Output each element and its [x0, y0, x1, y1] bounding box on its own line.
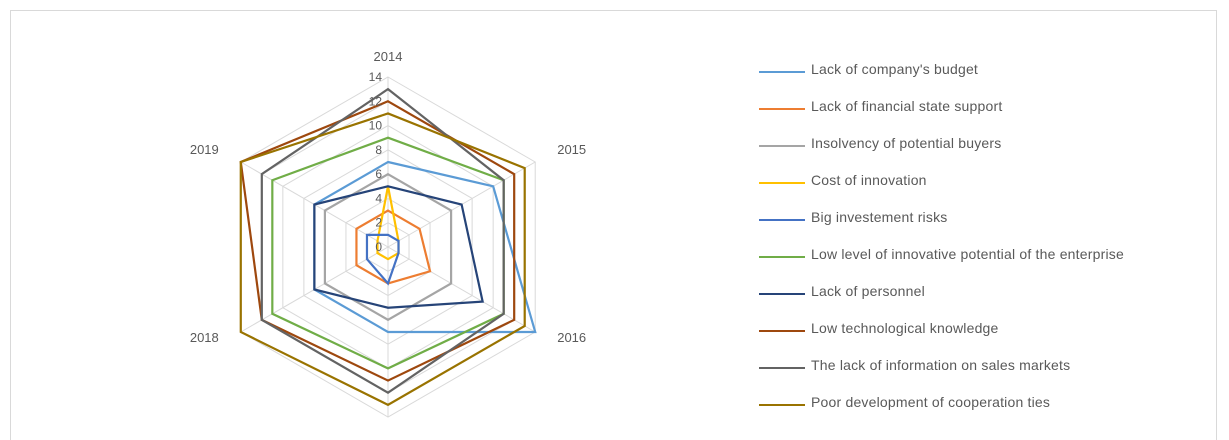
- legend-swatch: [759, 71, 805, 73]
- legend-label: Low technological knowledge: [811, 320, 999, 336]
- legend-item: Low level of innovative potential of the…: [759, 242, 1179, 276]
- legend-label: Poor development of cooperation ties: [811, 394, 1051, 410]
- spoke-2016: [387, 246, 536, 333]
- legend-label: Big investement risks: [811, 209, 948, 225]
- legend-item: Insolvency of potential buyers: [759, 131, 1179, 165]
- legend-swatch: [759, 293, 805, 295]
- legend-label: Low level of innovative potential of the…: [811, 246, 1124, 262]
- radar-chart: 0 2 4 6 8 10 12 14 2014 2015 2016 2017 2018 2019: [190, 49, 586, 431]
- legend-item: Cost of innovation: [759, 168, 1179, 202]
- radial-tick-label: 4: [375, 191, 382, 205]
- legend-label: Cost of innovation: [811, 172, 927, 188]
- radial-tick-label: 10: [369, 119, 383, 133]
- legend-swatch: [759, 256, 805, 258]
- series-line-7: [313, 185, 484, 309]
- category-label-2017: 2017: [374, 429, 403, 431]
- radial-tick-label: 2: [375, 216, 382, 230]
- category-label-2018: 2018: [190, 330, 219, 345]
- legend-swatch: [759, 367, 805, 369]
- legend-swatch: [759, 219, 805, 221]
- radial-tick-label: 14: [369, 70, 383, 84]
- legend-label: Insolvency of potential buyers: [811, 135, 1002, 151]
- radial-tick-label: 0: [375, 240, 382, 254]
- chart-frame: 0 2 4 6 8 10 12 14 2014 2015 2016 2017 2018 2019 Lack…: [10, 10, 1217, 440]
- category-label-2019: 2019: [190, 142, 219, 157]
- series-line-10: [239, 112, 526, 407]
- legend-item: Poor development of cooperation ties: [759, 390, 1179, 424]
- series-line-5: [365, 233, 400, 286]
- category-label-2015: 2015: [557, 142, 586, 157]
- category-label-2014: 2014: [374, 49, 403, 64]
- series-line-3: [323, 172, 453, 322]
- legend-swatch: [759, 404, 805, 406]
- legend-item: Big investement risks: [759, 205, 1179, 239]
- legend-item: Lack of personnel: [759, 279, 1179, 313]
- radial-tick-label: 12: [369, 94, 383, 108]
- legend-label: Lack of company's budget: [811, 61, 979, 77]
- legend-item: Lack of financial state support: [759, 94, 1179, 128]
- legend-swatch: [759, 108, 805, 110]
- legend-label: The lack of information on sales markets: [811, 357, 1071, 373]
- legend-swatch: [759, 182, 805, 184]
- legend-item: Lack of company's budget: [759, 57, 1179, 91]
- legend-label: Lack of personnel: [811, 283, 925, 299]
- series-line-9: [260, 87, 505, 395]
- radial-tick-label: 8: [375, 143, 382, 157]
- legend-label: Lack of financial state support: [811, 98, 1003, 114]
- radial-tick-label: 6: [375, 167, 382, 181]
- legend-swatch: [759, 330, 805, 332]
- legend-item: Low technological knowledge: [759, 316, 1179, 350]
- legend-swatch: [759, 145, 805, 147]
- category-label-2016: 2016: [557, 330, 586, 345]
- legend-item: The lack of information on sales markets: [759, 353, 1179, 387]
